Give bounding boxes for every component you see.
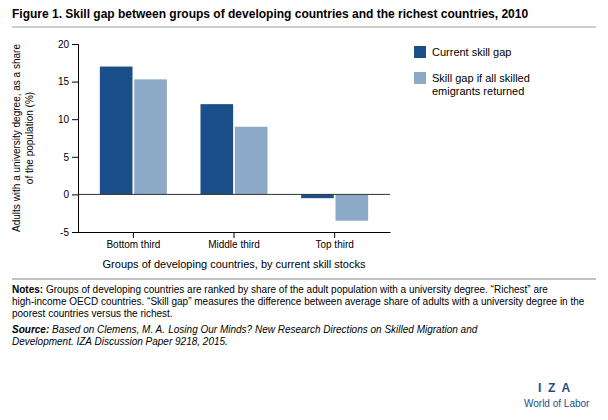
- x-tick: Top third: [315, 232, 353, 250]
- y-tick-label: -5: [60, 227, 69, 238]
- y-tick-label: 10: [58, 114, 70, 125]
- legend-swatch: [414, 46, 426, 58]
- bar: [235, 127, 268, 195]
- y-axis-line: [72, 45, 79, 233]
- x-axis-title: Groups of developing countries, by curre…: [103, 258, 366, 270]
- logo-text: World of Labor: [524, 398, 590, 409]
- y-axis: -5 0 5 10 15 20: [58, 39, 79, 238]
- x-tick-mark: [334, 232, 335, 238]
- notes-rule: [12, 279, 596, 280]
- legend-label: Skill gap if all skilledemigrants return…: [432, 72, 530, 97]
- notes: Notes:Groups of developing countries are…: [12, 284, 585, 347]
- bar-series: [100, 67, 334, 199]
- y-axis-title-line: Adults with a university degree, as a sh…: [11, 44, 22, 232]
- y-tick-mark: [72, 194, 78, 195]
- x-tick-mark: [133, 232, 134, 238]
- source-text-line: Based on Clemens, M. A.: [52, 324, 165, 335]
- x-tick: Bottom third: [106, 232, 160, 250]
- bar: [100, 67, 133, 195]
- y-tick: 15: [58, 76, 78, 87]
- y-tick-mark: [72, 44, 78, 45]
- source-text-line: Losing Our Minds? New Research Direction…: [168, 324, 477, 335]
- y-tick-mark: [72, 82, 78, 83]
- bar: [200, 104, 233, 194]
- bars: [100, 67, 368, 221]
- x-tick: Middle third: [208, 232, 260, 250]
- legend-swatch: [414, 72, 426, 84]
- logo-text: I Z A: [538, 381, 571, 395]
- y-tick-label: 20: [58, 39, 70, 50]
- title-rule: [12, 27, 596, 28]
- y-tick-mark: [72, 119, 78, 120]
- legend-label-line: emigrants returned: [432, 85, 524, 97]
- legend-label-line: Current skill gap: [432, 46, 511, 58]
- bar-series: [134, 79, 368, 220]
- notes-text: Groups of developing countries are ranke…: [12, 284, 585, 319]
- legend-label: Current skill gap: [432, 46, 511, 58]
- bar: [301, 194, 334, 198]
- legend: Current skill gap Skill gap if all skille…: [414, 46, 530, 97]
- source-text: . IZA Discussion Paper 9218, 2015.: [71, 336, 228, 347]
- y-tick-label: 15: [58, 76, 70, 87]
- title: Figure 1. Skill gap between groups of de…: [12, 7, 528, 21]
- notes-text-line: Groups of developing countries are ranke…: [46, 284, 548, 295]
- y-tick: -5: [60, 227, 78, 238]
- zero-line: [78, 194, 390, 195]
- x-axis: Bottom third Middle third Top third: [79, 232, 391, 250]
- y-tick: 20: [58, 39, 78, 50]
- source-text-line: Development: [12, 336, 72, 347]
- legend-label-line: Skill gap if all skilled: [432, 72, 530, 84]
- source-text: Based on Clemens, M. A.: [52, 324, 165, 335]
- source-text: Losing Our Minds? New Research Direction…: [12, 324, 478, 347]
- x-tick-label: Middle third: [208, 239, 260, 250]
- y-tick-label: 0: [63, 189, 69, 200]
- legend-item: Skill gap if all skilledemigrants return…: [414, 72, 530, 97]
- source-text-line: . IZA Discussion Paper 9218, 2015.: [71, 336, 228, 347]
- y-tick: 5: [63, 152, 78, 163]
- y-tick: 0: [63, 189, 78, 200]
- x-tick-mark: [234, 232, 235, 238]
- notes-text: Notes:: [12, 284, 43, 295]
- chart: Figure 1. Skill gap between groups of de…: [0, 0, 608, 420]
- notes-text-line: high-income OECD countries. “Skill gap” …: [12, 296, 585, 307]
- legend-item: Current skill gap: [414, 46, 511, 58]
- notes-text-line: Notes:: [12, 284, 43, 295]
- source-text: Source:: [12, 324, 49, 335]
- y-axis-title-line: of the population (%): [24, 92, 35, 184]
- notes-text-line: poorest countries versus the richest.: [12, 308, 173, 319]
- x-tick-label: Top third: [315, 239, 353, 250]
- y-tick-mark: [72, 157, 78, 158]
- y-tick-label: 5: [63, 152, 69, 163]
- y-tick: 10: [58, 114, 78, 125]
- x-tick-label: Bottom third: [106, 239, 160, 250]
- y-tick-mark: [72, 232, 78, 233]
- bar: [134, 79, 167, 194]
- source-text-line: Source:: [12, 324, 49, 335]
- bar: [336, 194, 369, 220]
- y-axis-title: Adults with a university degree, as a sh…: [11, 44, 35, 232]
